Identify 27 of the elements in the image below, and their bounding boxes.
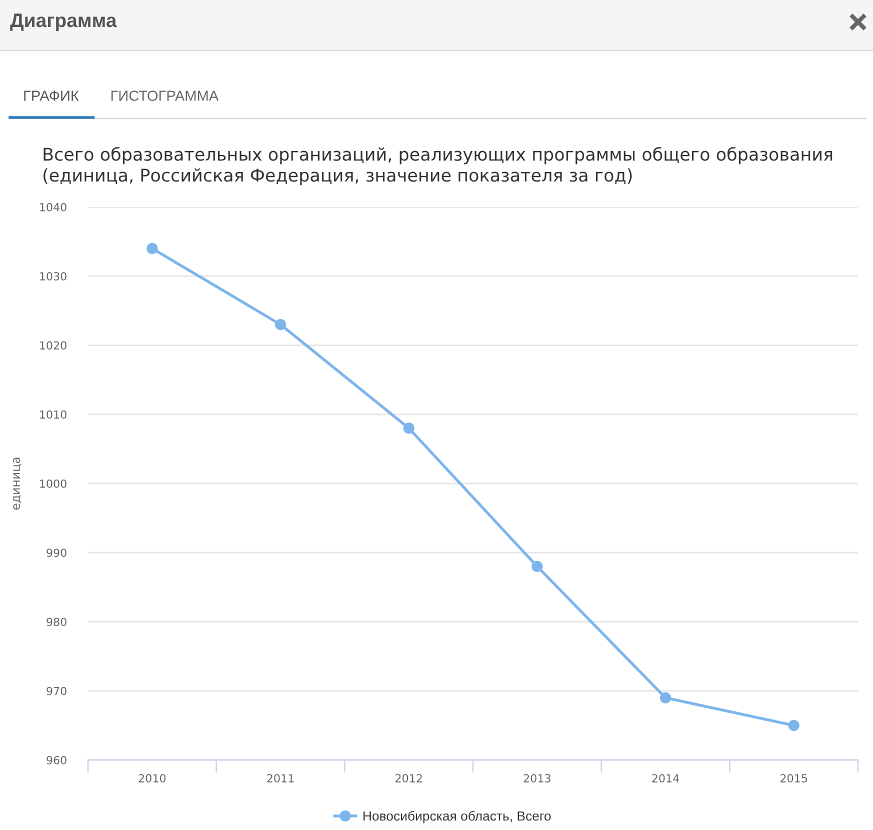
text: Диаграмма	[10, 14, 117, 32]
text: ГРАФИК	[24, 90, 79, 101]
point	[788, 720, 800, 731]
y-axis-title: единица	[13, 458, 22, 510]
y-tick-label: 990	[46, 548, 66, 558]
x-tick-label: 2012	[396, 774, 422, 782]
y-tick-label: 1000	[40, 479, 66, 488]
y-tick-label: 980	[46, 618, 66, 626]
x-tick-label: 2011	[267, 774, 294, 782]
chart-title: Всего образовательных организаций, реализующих программы общего образования (единица, Российская Федерация, значение показателя за год)	[44, 147, 832, 186]
y-tick-label: 1020	[40, 341, 66, 350]
y-tick-label: 1010	[40, 410, 66, 419]
text: ГИСТОГРАММА	[111, 90, 219, 101]
point	[146, 242, 158, 254]
x-tick-label: 2013	[524, 774, 550, 782]
y-tick-label: 970	[46, 686, 66, 696]
point	[274, 318, 286, 330]
point	[532, 560, 543, 572]
point	[403, 422, 414, 434]
legend-label: Новосибирская область, Всего	[363, 810, 551, 824]
x-tick-label: 2014	[652, 774, 680, 782]
y-tick-label: 960	[46, 756, 66, 764]
point	[660, 692, 672, 704]
y-tick-label: 1040	[40, 202, 66, 212]
y-tick-label: 1030	[40, 272, 66, 281]
x-tick-label: 2015	[780, 774, 807, 782]
x-tick-label: 2010	[138, 774, 166, 782]
